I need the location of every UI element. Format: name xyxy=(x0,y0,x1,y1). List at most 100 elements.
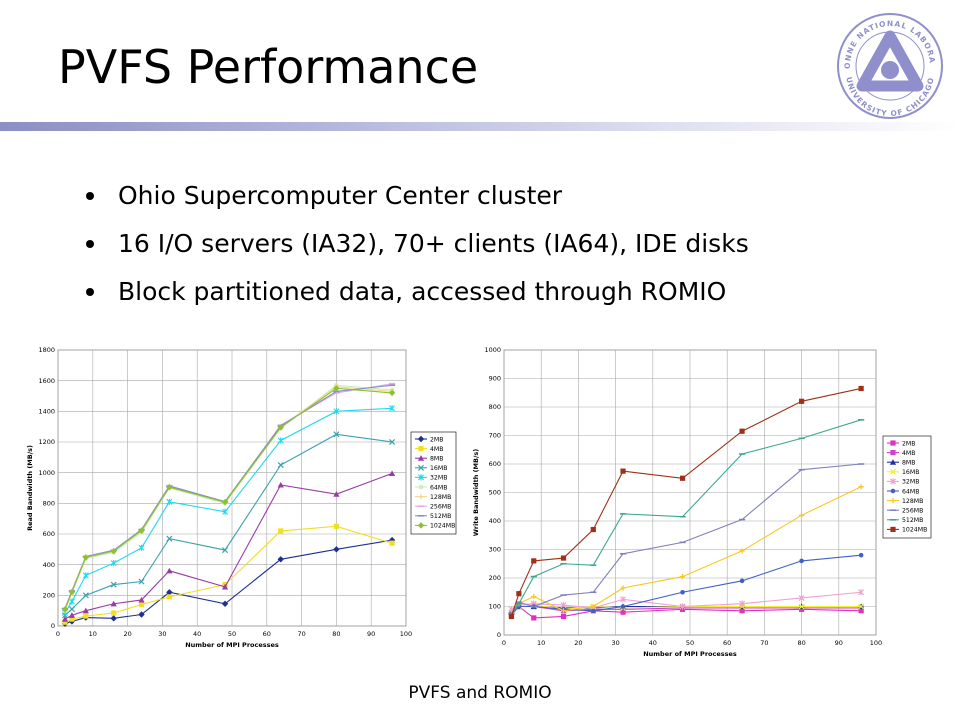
data-point xyxy=(620,606,626,612)
data-point xyxy=(138,611,145,618)
data-point xyxy=(82,572,89,579)
data-point xyxy=(138,578,145,585)
data-point xyxy=(138,596,145,603)
bullet-item: 16 I/O servers (IA32), 70+ clients (IA64… xyxy=(84,222,749,270)
data-point xyxy=(166,594,172,600)
x-tick-label: 50 xyxy=(228,630,236,638)
page-title: PVFS Performance xyxy=(58,40,479,94)
data-point xyxy=(68,598,75,605)
legend-marker xyxy=(889,468,897,475)
x-axis-label: Number of MPI Processes xyxy=(643,650,737,658)
data-point xyxy=(620,596,627,603)
x-tick-label: 90 xyxy=(835,639,843,647)
x-tick-label: 80 xyxy=(797,639,805,647)
legend-label: 512MB xyxy=(902,517,923,524)
data-point xyxy=(389,540,395,546)
y-tick-label: 1200 xyxy=(38,438,55,446)
series-line xyxy=(64,433,393,616)
legend-marker xyxy=(417,464,425,471)
data-point xyxy=(388,470,396,477)
data-point xyxy=(739,608,745,614)
data-point xyxy=(858,552,864,558)
series-line xyxy=(511,605,862,619)
data-point xyxy=(739,578,745,584)
y-tick-label: 800 xyxy=(43,500,55,508)
data-point xyxy=(798,594,805,602)
legend-marker xyxy=(890,478,896,485)
series-line xyxy=(510,486,862,614)
data-point xyxy=(333,523,339,529)
title-underline xyxy=(0,122,960,131)
data-point xyxy=(277,461,284,469)
data-point xyxy=(858,589,865,596)
x-tick-label: 60 xyxy=(723,639,731,647)
legend-label: 64MB xyxy=(902,488,919,495)
data-point xyxy=(110,581,117,588)
data-point xyxy=(333,385,340,392)
y-tick-label: 700 xyxy=(489,432,501,440)
data-point xyxy=(739,428,745,434)
data-point xyxy=(516,591,522,597)
footer-text: PVFS and ROMIO xyxy=(408,683,552,703)
x-tick-label: 0 xyxy=(502,639,506,647)
data-point xyxy=(166,498,173,505)
legend-marker xyxy=(890,440,896,446)
data-point xyxy=(166,484,173,491)
series-line xyxy=(64,407,393,614)
legend-label: 128MB xyxy=(430,494,451,501)
data-point xyxy=(389,405,396,412)
x-tick-label: 70 xyxy=(760,639,768,647)
y-tick-label: 400 xyxy=(43,561,55,569)
legend-marker xyxy=(890,526,896,532)
x-tick-label: 70 xyxy=(297,630,305,638)
data-point xyxy=(68,612,76,618)
data-point xyxy=(679,475,686,481)
data-point xyxy=(221,498,229,506)
data-point xyxy=(620,604,626,609)
data-point xyxy=(222,547,229,554)
legend-label: 256MB xyxy=(902,508,923,515)
data-point xyxy=(333,408,340,415)
y-tick-label: 1000 xyxy=(38,469,55,477)
data-point xyxy=(679,603,686,610)
bullet-item: Ohio Supercomputer Center cluster xyxy=(84,174,749,222)
series-line xyxy=(511,554,862,615)
data-point xyxy=(858,385,864,392)
x-tick-label: 20 xyxy=(574,639,582,647)
legend-marker xyxy=(418,474,424,481)
data-point xyxy=(110,600,117,607)
series-line xyxy=(510,419,862,614)
legend-label: 1024MB xyxy=(430,523,455,530)
data-point xyxy=(278,528,284,534)
y-tick-label: 0 xyxy=(51,622,55,630)
legend-marker xyxy=(890,488,896,494)
data-point xyxy=(83,613,89,619)
data-point xyxy=(166,535,173,542)
data-point xyxy=(620,468,626,474)
data-point xyxy=(531,593,537,600)
legend-label: 1024MB xyxy=(902,527,927,534)
data-point xyxy=(680,589,685,595)
data-point xyxy=(138,601,145,608)
x-tick-label: 90 xyxy=(367,630,375,638)
data-point xyxy=(560,608,567,614)
y-tick-label: 1600 xyxy=(38,377,55,385)
y-tick-label: 1800 xyxy=(38,346,55,354)
data-point xyxy=(61,616,69,622)
data-point xyxy=(68,606,75,613)
legend-marker xyxy=(418,484,424,490)
x-tick-label: 50 xyxy=(686,639,694,647)
legend-label: 128MB xyxy=(902,498,923,505)
legend-label: 32MB xyxy=(430,475,447,482)
y-tick-label: 0 xyxy=(497,631,501,639)
legend-marker xyxy=(889,459,897,465)
y-axis-label: Write Bandwidth (MB/s) xyxy=(472,449,480,536)
y-tick-label: 900 xyxy=(489,375,501,383)
data-point xyxy=(858,484,864,490)
x-tick-label: 40 xyxy=(649,639,657,647)
legend-label: 8MB xyxy=(430,456,444,463)
x-tick-label: 80 xyxy=(332,630,340,638)
data-point xyxy=(222,508,229,515)
read-bandwidth-chart: 0 10 20 30 40 50 60 70 80 90 100020040060080010001… xyxy=(26,346,457,649)
data-point xyxy=(739,600,746,607)
